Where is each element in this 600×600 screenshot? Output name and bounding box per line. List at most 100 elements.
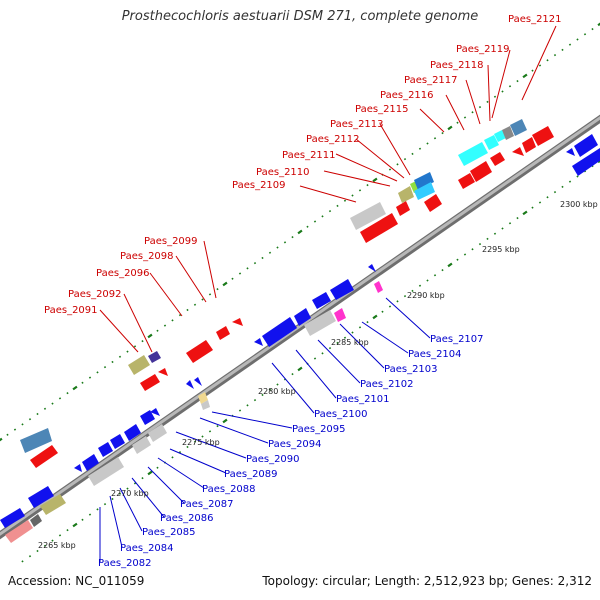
scale-tick-minor bbox=[388, 305, 392, 308]
scale-tick-minor bbox=[238, 272, 242, 275]
gene-reverse bbox=[0, 508, 25, 528]
gene-reverse bbox=[294, 308, 311, 326]
scale-tick-minor bbox=[276, 246, 279, 249]
gene-reverse bbox=[368, 264, 376, 272]
callout-line bbox=[131, 477, 165, 518]
scale-tick-minor bbox=[6, 433, 9, 436]
gene-label: Paes_2107 bbox=[430, 334, 484, 345]
gene-forward bbox=[396, 201, 410, 216]
scale-tick-minor bbox=[178, 451, 182, 454]
scale-tick-minor bbox=[471, 248, 474, 251]
scale-tick-minor bbox=[43, 544, 47, 547]
callout-line bbox=[419, 108, 445, 133]
callout-line bbox=[147, 466, 185, 504]
genes-forward bbox=[5, 119, 554, 543]
scale-tick-minor bbox=[201, 435, 204, 438]
gene-label: Paes_2100 bbox=[314, 409, 368, 420]
gene-label: Paes_2111 bbox=[282, 150, 336, 161]
scale-tick-minor bbox=[343, 336, 347, 339]
gene-forward bbox=[470, 161, 492, 182]
scale-tick-minor bbox=[171, 456, 174, 459]
scale-tick-minor bbox=[313, 220, 317, 223]
gene-reverse bbox=[82, 454, 99, 471]
gene-label: Paes_2085 bbox=[142, 527, 196, 538]
scale-tick-minor bbox=[433, 274, 437, 277]
scale-tick-minor bbox=[208, 430, 212, 433]
scale-tick-minor bbox=[433, 137, 437, 140]
gene-label: Paes_2103 bbox=[384, 364, 438, 375]
scale-tick-minor bbox=[291, 373, 294, 376]
scale-tick-minor bbox=[328, 210, 332, 213]
callout-line bbox=[385, 297, 431, 339]
scale-tick-major bbox=[522, 73, 528, 79]
callout-line bbox=[175, 255, 207, 303]
scale-tick-minor bbox=[561, 185, 564, 189]
gene-forward bbox=[398, 186, 414, 203]
gene-label: Paes_2112 bbox=[306, 134, 360, 145]
scale-tick-minor bbox=[133, 345, 137, 348]
callout-line bbox=[99, 309, 139, 353]
scale-tick-minor bbox=[553, 53, 557, 57]
scale-tick-minor bbox=[328, 347, 332, 350]
kbp-label: 2285 kbp bbox=[331, 338, 369, 347]
scale-tick-minor bbox=[36, 549, 39, 553]
scale-tick-minor bbox=[186, 445, 189, 449]
scale-tick-major bbox=[222, 418, 228, 424]
scale-tick-minor bbox=[321, 352, 324, 355]
gene-forward bbox=[522, 137, 536, 153]
scale-tick-minor bbox=[216, 288, 219, 291]
scale-tick-minor bbox=[118, 355, 122, 358]
scale-tick-minor bbox=[111, 497, 114, 501]
gene-label: Paes_2094 bbox=[268, 439, 322, 450]
scale-tick-minor bbox=[21, 423, 24, 426]
callout-line bbox=[361, 321, 409, 354]
scale-tick-minor bbox=[321, 215, 324, 218]
gene-forward bbox=[414, 182, 435, 200]
scale-tick-minor bbox=[426, 279, 429, 282]
scale-tick-minor bbox=[103, 366, 107, 369]
gene-forward bbox=[186, 340, 213, 363]
scale-tick-minor bbox=[531, 69, 534, 72]
scale-tick-minor bbox=[58, 397, 62, 400]
scale-tick-minor bbox=[141, 477, 144, 480]
scale-tick-minor bbox=[201, 298, 204, 301]
kbp-label: 2290 kbp bbox=[407, 291, 445, 300]
callout-line bbox=[317, 339, 361, 384]
scale-tick-minor bbox=[501, 90, 504, 93]
gene-label: Paes_2084 bbox=[120, 543, 174, 554]
gene-forward bbox=[494, 130, 506, 142]
scale-tick-minor bbox=[261, 393, 264, 397]
scale-tick-minor bbox=[576, 38, 579, 41]
gene-reverse bbox=[132, 436, 151, 454]
scale-tick-minor bbox=[351, 331, 354, 334]
scale-tick-major bbox=[72, 522, 78, 528]
callout-line bbox=[487, 64, 491, 122]
scale-tick-minor bbox=[268, 388, 272, 391]
gene-reverse bbox=[186, 380, 194, 389]
scale-tick-major bbox=[372, 177, 378, 183]
scale-tick-minor bbox=[538, 201, 542, 204]
scale-tick-minor bbox=[351, 194, 354, 197]
scale-tick-minor bbox=[366, 320, 369, 324]
scale-tick-minor bbox=[411, 152, 414, 156]
scale-tick-minor bbox=[456, 258, 459, 261]
scale-tick-minor bbox=[463, 253, 467, 256]
scale-tick-minor bbox=[163, 324, 167, 327]
gene-label: Paes_2121 bbox=[508, 14, 562, 25]
scale-tick-minor bbox=[493, 95, 497, 98]
accession-text: Accession: NC_011059 bbox=[8, 574, 145, 588]
gene-label: Paes_2087 bbox=[180, 499, 234, 510]
gene-label: Paes_2086 bbox=[160, 513, 214, 524]
scale-tick-minor bbox=[576, 175, 579, 178]
gene-forward bbox=[458, 142, 488, 166]
scale-tick-minor bbox=[253, 262, 257, 265]
scale-tick-minor bbox=[471, 111, 474, 114]
kbp-label: 2275 kbp bbox=[182, 438, 220, 447]
gene-label: Paes_2088 bbox=[202, 484, 256, 495]
scale-tick-minor bbox=[193, 303, 197, 306]
scale-tick-minor bbox=[238, 409, 242, 412]
gene-forward bbox=[502, 126, 514, 140]
callout-line bbox=[271, 362, 315, 414]
gene-reverse bbox=[334, 308, 346, 322]
